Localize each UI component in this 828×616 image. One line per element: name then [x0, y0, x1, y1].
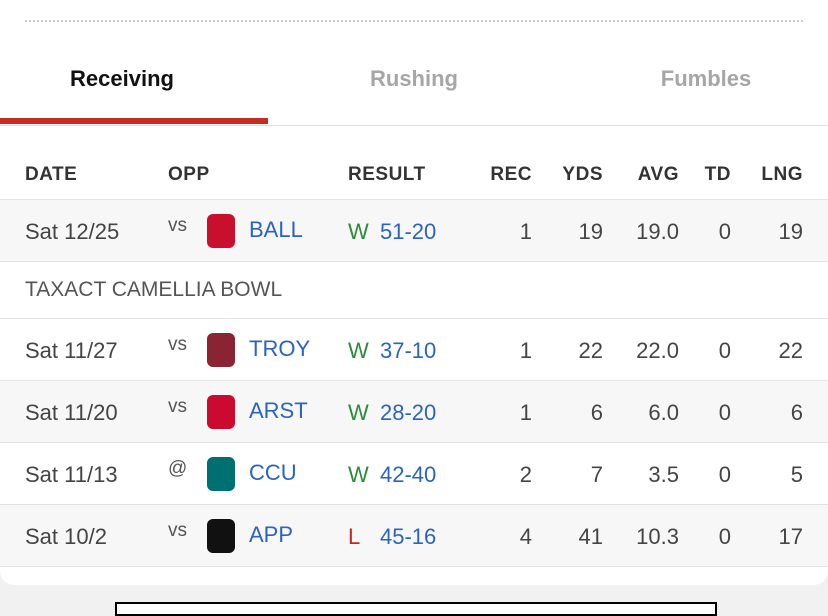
table-row	[0, 199, 828, 262]
tab[interactable]: Rushing	[370, 66, 458, 91]
tab[interactable]: Fumbles	[660, 66, 752, 91]
result-outcome: W	[348, 219, 369, 244]
stat-td: 0	[718, 400, 731, 425]
stat-yds: 22	[578, 338, 603, 363]
site: @	[168, 458, 188, 479]
site: vs	[168, 396, 187, 417]
section-row	[0, 261, 828, 319]
column-header: DATE	[25, 164, 78, 185]
table-row	[0, 442, 828, 505]
date: Sat 11/20	[25, 400, 118, 425]
stat-avg: 6.0	[648, 400, 679, 425]
column-header: AVG	[637, 164, 679, 185]
tab-border	[0, 125, 828, 126]
table-row	[0, 504, 828, 567]
team-logo	[207, 519, 235, 553]
tab[interactable]: Receiving	[70, 66, 174, 91]
score[interactable]: 37-10	[380, 338, 437, 363]
result-outcome: W	[348, 338, 369, 363]
stat-lng: 6	[790, 400, 803, 425]
result-outcome: W	[348, 400, 369, 425]
score[interactable]: 28-20	[380, 400, 437, 425]
stat-td: 0	[718, 524, 731, 549]
divider	[25, 20, 803, 22]
stat-rec: 1	[519, 338, 532, 363]
table-row	[0, 380, 828, 443]
stat-lng: 5	[790, 462, 803, 487]
stat-td: 0	[718, 338, 731, 363]
date: Sat 11/27	[25, 338, 118, 363]
stat-rec: 2	[519, 462, 532, 487]
stat-avg: 3.5	[648, 462, 679, 487]
opponent[interactable]: BALL	[249, 217, 303, 242]
stat-avg: 10.3	[636, 524, 679, 549]
score[interactable]: 45-16	[380, 524, 437, 549]
section-label: TAXACT CAMELLIA BOWL	[25, 278, 283, 301]
column-header: TD	[704, 164, 731, 185]
date: Sat 10/2	[25, 524, 107, 549]
stat-td: 0	[718, 462, 731, 487]
stat-lng: 17	[778, 524, 803, 549]
stat-avg: 19.0	[636, 219, 679, 244]
stat-lng: 19	[778, 219, 803, 244]
date: Sat 12/25	[25, 219, 120, 244]
stat-rec: 4	[519, 524, 532, 549]
stats-card: Receiving Rushing Fumbles DATE OPP RESULT REC Y…	[0, 0, 828, 585]
opponent[interactable]: ARST	[249, 398, 308, 423]
opponent[interactable]: CCU	[249, 460, 297, 485]
stat-yds: 7	[590, 462, 603, 487]
stat-rec: 1	[519, 400, 532, 425]
column-header: YDS	[562, 164, 603, 185]
site: vs	[168, 334, 187, 355]
stat-avg: 22.0	[636, 338, 679, 363]
column-header: REC	[490, 164, 532, 185]
stat-td: 0	[718, 219, 731, 244]
column-header: OPP	[168, 164, 210, 185]
column-header: RESULT	[348, 164, 426, 185]
stat-yds: 19	[578, 219, 603, 244]
site: vs	[168, 215, 187, 236]
active-tab-indicator	[0, 118, 268, 124]
bottom-box	[115, 602, 717, 616]
opponent[interactable]: APP	[249, 522, 294, 547]
team-logo	[207, 457, 235, 491]
opponent[interactable]: TROY	[249, 336, 311, 361]
date: Sat 11/13	[25, 462, 118, 487]
result-outcome: L	[348, 524, 361, 549]
stat-rec: 1	[519, 219, 532, 244]
score[interactable]: 51-20	[380, 219, 437, 244]
stat-lng: 22	[778, 338, 803, 363]
stat-yds: 41	[578, 524, 603, 549]
table-row	[0, 318, 828, 381]
score[interactable]: 42-40	[380, 462, 437, 487]
stat-yds: 6	[590, 400, 603, 425]
result-outcome: W	[348, 462, 369, 487]
table-end	[0, 566, 828, 567]
team-logo	[207, 214, 235, 248]
team-logo	[207, 395, 235, 429]
column-header: LNG	[761, 164, 803, 185]
site: vs	[168, 520, 187, 541]
team-logo	[207, 333, 235, 367]
